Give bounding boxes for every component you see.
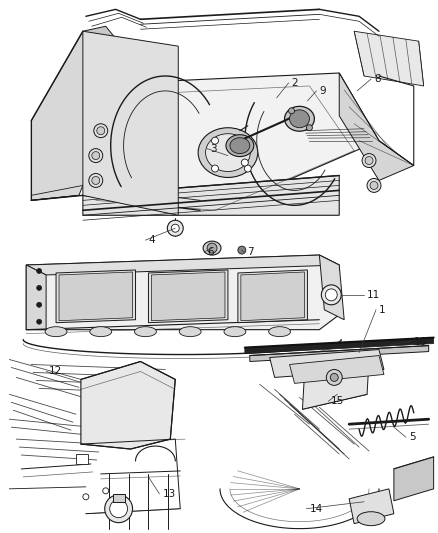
- Text: 9: 9: [319, 86, 326, 96]
- Text: 8: 8: [374, 74, 381, 84]
- Polygon shape: [26, 255, 339, 330]
- Text: 14: 14: [309, 504, 323, 514]
- Text: 4: 4: [148, 235, 155, 245]
- Circle shape: [37, 302, 42, 308]
- Text: 1: 1: [379, 305, 385, 315]
- Text: 3: 3: [210, 143, 217, 154]
- Circle shape: [171, 224, 179, 232]
- Circle shape: [37, 319, 42, 324]
- Ellipse shape: [203, 241, 221, 255]
- Circle shape: [110, 500, 127, 518]
- Text: 12: 12: [49, 367, 62, 376]
- Ellipse shape: [45, 327, 67, 337]
- Circle shape: [207, 243, 217, 253]
- Circle shape: [89, 149, 103, 163]
- Circle shape: [238, 246, 246, 254]
- Ellipse shape: [290, 110, 309, 128]
- Polygon shape: [270, 350, 384, 377]
- Circle shape: [105, 495, 133, 523]
- Circle shape: [37, 285, 42, 290]
- Ellipse shape: [90, 327, 112, 337]
- Ellipse shape: [226, 135, 254, 157]
- Ellipse shape: [224, 327, 246, 337]
- Polygon shape: [81, 361, 175, 449]
- Circle shape: [362, 154, 376, 167]
- Circle shape: [103, 488, 109, 494]
- Ellipse shape: [268, 327, 290, 337]
- Polygon shape: [152, 272, 225, 321]
- Polygon shape: [26, 255, 339, 275]
- Polygon shape: [31, 31, 126, 200]
- Polygon shape: [250, 345, 429, 361]
- Ellipse shape: [230, 138, 250, 154]
- Polygon shape: [354, 31, 424, 86]
- Circle shape: [94, 124, 108, 138]
- Polygon shape: [83, 73, 379, 205]
- Polygon shape: [339, 73, 414, 181]
- Polygon shape: [319, 255, 344, 320]
- Polygon shape: [394, 457, 434, 501]
- Polygon shape: [290, 356, 384, 383]
- Text: 5: 5: [409, 432, 415, 442]
- Polygon shape: [83, 26, 148, 83]
- Circle shape: [365, 157, 373, 165]
- Circle shape: [326, 369, 342, 385]
- Ellipse shape: [357, 512, 385, 526]
- Circle shape: [321, 285, 341, 305]
- Polygon shape: [56, 270, 135, 322]
- Polygon shape: [83, 31, 178, 215]
- Polygon shape: [148, 270, 228, 322]
- Bar: [113, 494, 124, 502]
- Circle shape: [167, 220, 183, 236]
- Circle shape: [325, 289, 337, 301]
- Circle shape: [330, 374, 338, 382]
- Circle shape: [241, 159, 248, 166]
- Circle shape: [289, 108, 294, 114]
- Polygon shape: [245, 337, 434, 353]
- Polygon shape: [83, 175, 339, 215]
- Ellipse shape: [285, 107, 314, 131]
- Circle shape: [37, 269, 42, 273]
- Polygon shape: [59, 272, 133, 321]
- Bar: [76, 454, 88, 464]
- Polygon shape: [349, 489, 394, 523]
- Text: 15: 15: [331, 397, 345, 406]
- Text: 11: 11: [367, 290, 380, 300]
- Circle shape: [83, 494, 89, 500]
- Ellipse shape: [179, 327, 201, 337]
- Circle shape: [97, 127, 105, 135]
- Circle shape: [307, 125, 312, 131]
- Circle shape: [244, 165, 251, 172]
- Circle shape: [212, 165, 219, 172]
- Text: 10: 10: [414, 337, 427, 346]
- Ellipse shape: [205, 134, 250, 172]
- Text: 2: 2: [292, 78, 298, 88]
- Circle shape: [92, 176, 100, 184]
- Ellipse shape: [134, 327, 156, 337]
- Ellipse shape: [198, 128, 258, 177]
- Polygon shape: [241, 272, 304, 321]
- Polygon shape: [238, 270, 307, 322]
- Text: 13: 13: [162, 489, 176, 499]
- Circle shape: [212, 137, 219, 144]
- Circle shape: [89, 173, 103, 188]
- Circle shape: [367, 179, 381, 192]
- Text: 6: 6: [207, 247, 214, 257]
- Circle shape: [92, 151, 100, 159]
- Polygon shape: [26, 265, 46, 330]
- Text: 7: 7: [247, 247, 254, 257]
- Polygon shape: [303, 360, 369, 409]
- Circle shape: [370, 181, 378, 189]
